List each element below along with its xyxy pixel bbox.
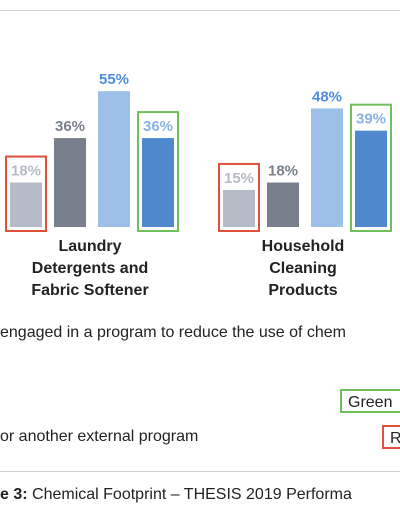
legend-red-label: R: [390, 430, 400, 447]
bar: [223, 189, 255, 227]
bar: [10, 182, 42, 227]
bar-chart: 18% 15% 36% 18% 55% 48% 36% 39%: [5, 71, 392, 232]
caption-prefix: e 3:: [0, 486, 28, 503]
category-label-household: Household Cleaning Products: [218, 236, 388, 302]
highlight-box-red: [218, 162, 260, 232]
bar: [267, 182, 299, 227]
category-label-line: Products: [268, 282, 338, 299]
legend-red-box: R: [382, 425, 400, 449]
top-divider: [0, 10, 400, 11]
legend-green-label: Green: [348, 394, 393, 411]
bar: [311, 108, 343, 227]
bar: [355, 130, 387, 227]
bar-value-label: 36%: [55, 118, 85, 135]
legend-green-box: Green: [340, 389, 400, 413]
bar-value-label: 36%: [143, 118, 173, 135]
highlight-box-green: [137, 111, 179, 232]
category-label-line: Fabric Softener: [31, 282, 149, 299]
bar-value-label: 48%: [312, 88, 342, 105]
bar-value-label: 39%: [356, 111, 386, 128]
caption-text: Chemical Footprint – THESIS 2019 Perform…: [27, 486, 352, 503]
bar: [98, 91, 130, 228]
note-text-2: or another external program: [0, 428, 199, 445]
category-label-line: Laundry: [58, 238, 122, 255]
bar-value-label: 18%: [11, 163, 41, 180]
category-label-line: Cleaning: [269, 260, 337, 277]
bar-value-label: 18%: [268, 163, 298, 180]
category-label-line: Household: [261, 238, 345, 255]
note-text-1: engaged in a program to reduce the use o…: [0, 324, 346, 341]
bar-value-label: 55%: [99, 71, 129, 88]
bar-value-label: 15%: [224, 170, 254, 187]
bar: [54, 138, 86, 227]
category-label-line: Detergents and: [31, 260, 149, 277]
figure-caption: e 3: Chemical Footprint – THESIS 2019 Pe…: [0, 486, 352, 504]
bottom-divider: [0, 471, 400, 472]
highlight-box-green: [350, 103, 392, 232]
category-label-laundry: Laundry Detergents and Fabric Softener: [5, 236, 175, 302]
bar: [142, 138, 174, 227]
highlight-box-red: [5, 155, 47, 232]
